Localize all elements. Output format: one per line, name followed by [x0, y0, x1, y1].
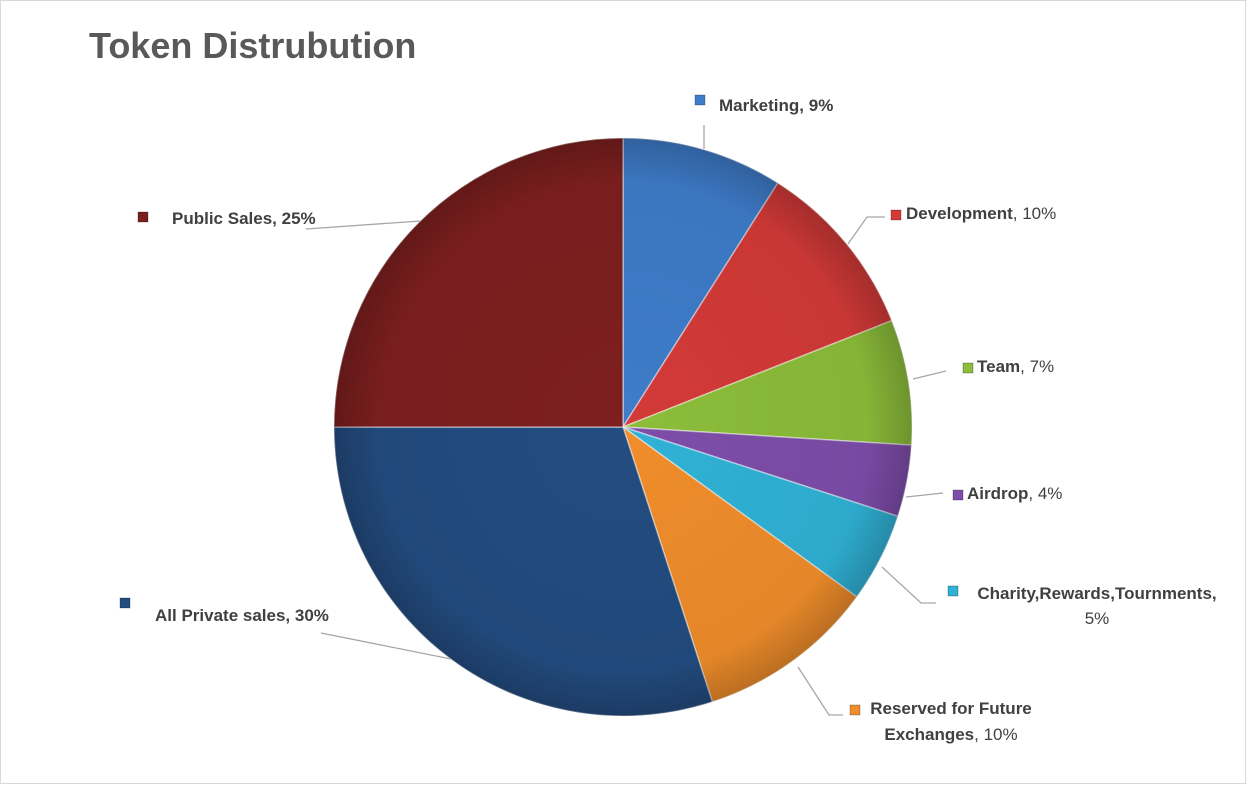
legend-key-reserved-for-future-exchanges — [849, 704, 861, 716]
leader-line-charity-rewards-tournments — [881, 566, 936, 604]
legend-key-all-private-sales — [119, 597, 131, 609]
leader-line-all-private-sales — [320, 632, 452, 660]
legend-key-development — [890, 209, 902, 221]
legend-key-public-sales — [137, 211, 149, 223]
data-label-all-private-sales: All Private sales, 30% — [155, 606, 329, 625]
data-label-marketing: Marketing, 9% — [719, 96, 833, 115]
data-label-development: Development, 10% — [906, 204, 1056, 223]
data-label-reserved-for-future-exchanges: Reserved for Future Exchanges, 10% — [870, 699, 1032, 744]
legend-key-airdrop — [952, 489, 964, 501]
leader-line-development — [847, 216, 885, 245]
chart-title: Token Distrubution — [89, 25, 417, 66]
legend-key-marketing — [694, 94, 706, 106]
data-label-airdrop: Airdrop, 4% — [967, 484, 1062, 503]
leader-line-reserved-for-future-exchanges — [797, 666, 843, 716]
leader-line-public-sales — [305, 220, 422, 230]
leader-line-airdrop — [905, 492, 944, 498]
data-label-team: Team, 7% — [977, 357, 1054, 376]
data-label-public-sales: Public Sales, 25% — [172, 209, 316, 228]
leader-line-team — [912, 370, 947, 380]
legend-key-team — [962, 362, 974, 374]
data-label-charity-rewards-tournments: Charity,Rewards,Tournments, 5% — [977, 584, 1216, 628]
pie-slice-public-sales — [333, 137, 624, 428]
legend-key-charity-rewards-tournments — [947, 585, 959, 597]
